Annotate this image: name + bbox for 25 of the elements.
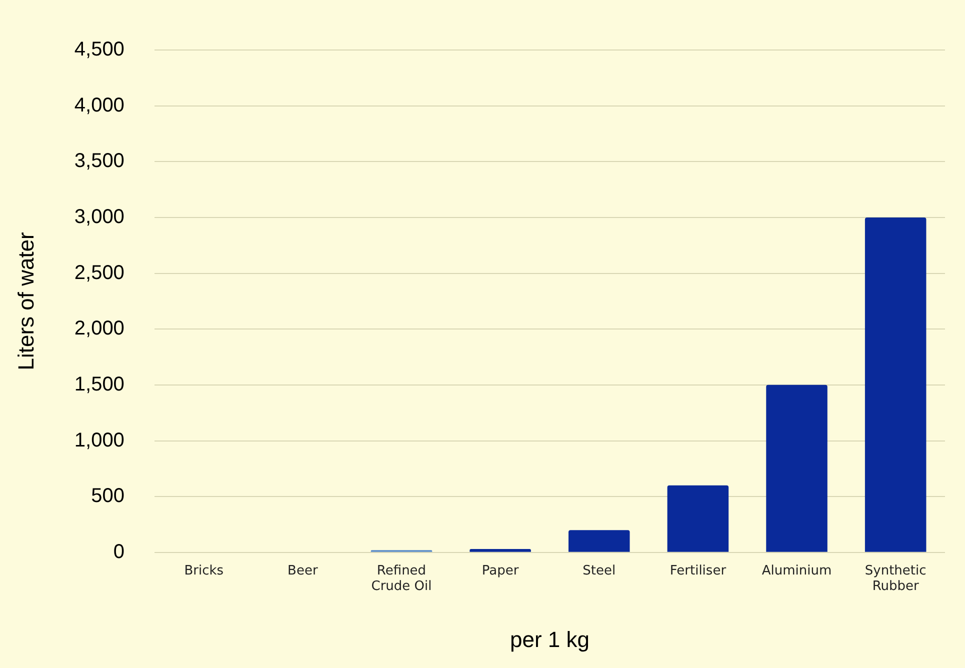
y-tick-label: 3,500 [74, 150, 124, 172]
y-tick-label: 1,500 [74, 373, 124, 396]
bar [766, 384, 828, 552]
x-tick-label: Fertiliser [670, 564, 727, 579]
bar [568, 530, 630, 552]
x-tick-label: Aluminium [762, 564, 832, 579]
bar [667, 485, 729, 552]
bar [864, 217, 926, 552]
y-tick-label: 2,000 [74, 318, 124, 340]
y-tick-label: 2,500 [74, 262, 124, 284]
x-tick-label: Synthetic Rubber [864, 564, 926, 594]
y-axis-title: Liters of water [13, 232, 38, 370]
y-tick-label: 0 [113, 540, 124, 563]
y-tick-label: 1,000 [74, 429, 124, 452]
y-tick-label: 4,500 [74, 38, 124, 61]
x-axis-title: per 1 kg [510, 626, 590, 652]
bar [470, 549, 531, 552]
x-tick-label: Beer [288, 564, 318, 579]
x-tick-label: Refined Crude Oil [371, 564, 432, 594]
x-tick-label: Bricks [184, 564, 224, 579]
x-tick-label: Paper [482, 564, 520, 579]
y-tick-label: 3,000 [74, 206, 124, 228]
x-tick-label: Steel [582, 564, 616, 579]
y-tick-label: 4,000 [74, 94, 124, 116]
y-tick-label: 500 [91, 485, 124, 508]
